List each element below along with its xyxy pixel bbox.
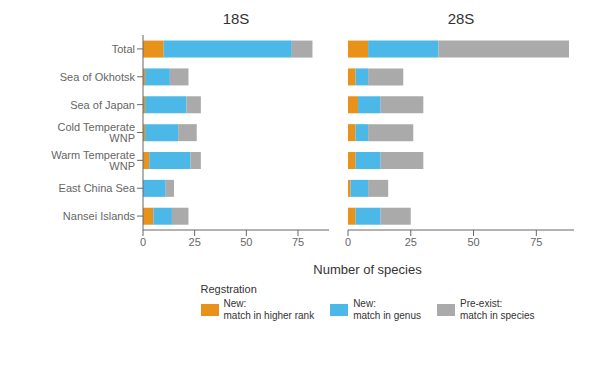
svg-text:Warm TemperateWNP: Warm TemperateWNP	[51, 149, 135, 172]
svg-text:Nansei Islands: Nansei Islands	[63, 210, 136, 222]
svg-text:Cold TemperateWNP: Cold TemperateWNP	[58, 121, 135, 144]
svg-text:0: 0	[140, 236, 146, 248]
html-text:Regstration: Regstration	[200, 283, 257, 295]
html-text:28S: 28S	[447, 10, 475, 27]
svg-text:50: 50	[467, 236, 479, 248]
svg-text:50: 50	[240, 236, 252, 248]
html-text:18S: 18S	[222, 10, 250, 27]
svg-text:25: 25	[405, 236, 417, 248]
svg-text:Total: Total	[112, 43, 135, 55]
svg-text:Sea of Japan: Sea of Japan	[70, 99, 135, 111]
svg-text:0: 0	[345, 236, 351, 248]
svg-text:75: 75	[530, 236, 542, 248]
svg-text:25: 25	[189, 236, 201, 248]
svg-text:East China Sea: East China Sea	[59, 182, 136, 194]
svg-text:75: 75	[292, 236, 304, 248]
html-text:Number of species: Number of species	[313, 262, 422, 277]
svg-text:Sea of Okhotsk: Sea of Okhotsk	[60, 71, 136, 83]
html-text:New: match in higher rank: New: match in higher rank	[223, 298, 315, 321]
html-text:Pre-exist: match in species: Pre-exist: match in species	[460, 298, 535, 321]
html-text:New: match in genus: New: match in genus	[353, 298, 421, 321]
